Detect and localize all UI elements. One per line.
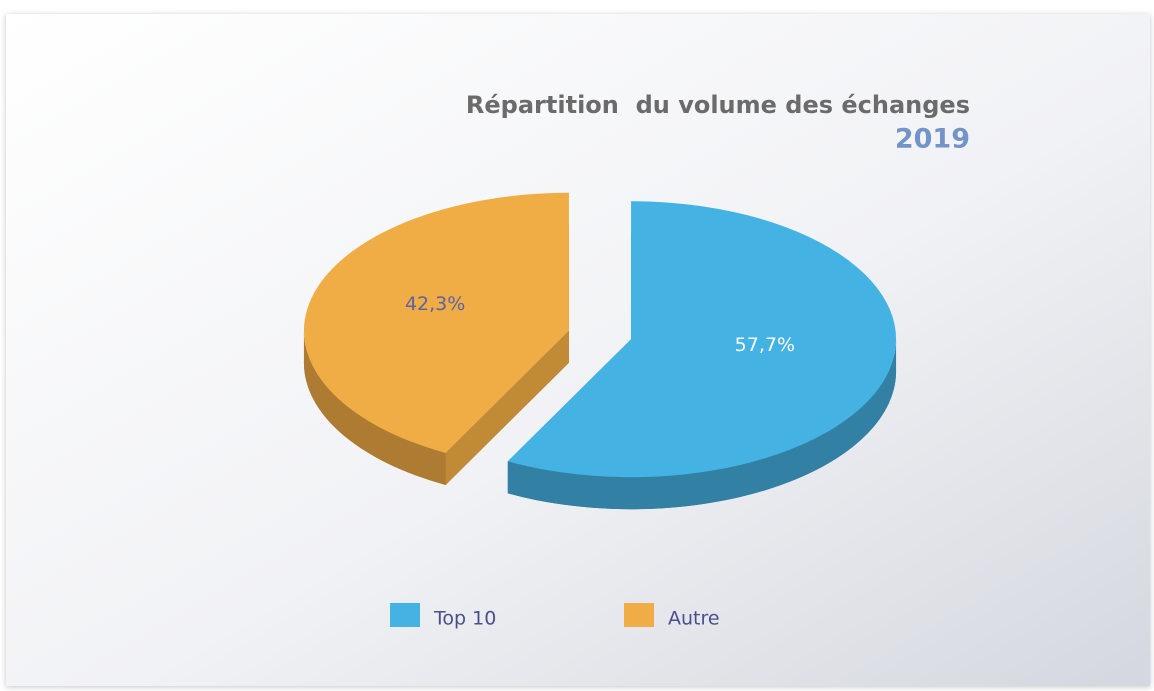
legend-label: Top 10 (433, 608, 496, 630)
slice (303, 192, 569, 453)
legend-swatch (624, 603, 654, 627)
value-label: 57,7% (735, 334, 795, 356)
chart-subtitle: 2019 (895, 124, 970, 155)
value-label: 42,3% (405, 293, 465, 315)
slice-wall (445, 330, 569, 485)
card (6, 14, 1150, 686)
legend-swatch (390, 603, 420, 627)
slice-side (507, 339, 897, 510)
chart-title: Répartition du volume des échanges (466, 91, 970, 119)
slice (507, 201, 897, 478)
slice-side (303, 330, 446, 485)
legend-label: Autre (668, 608, 720, 630)
